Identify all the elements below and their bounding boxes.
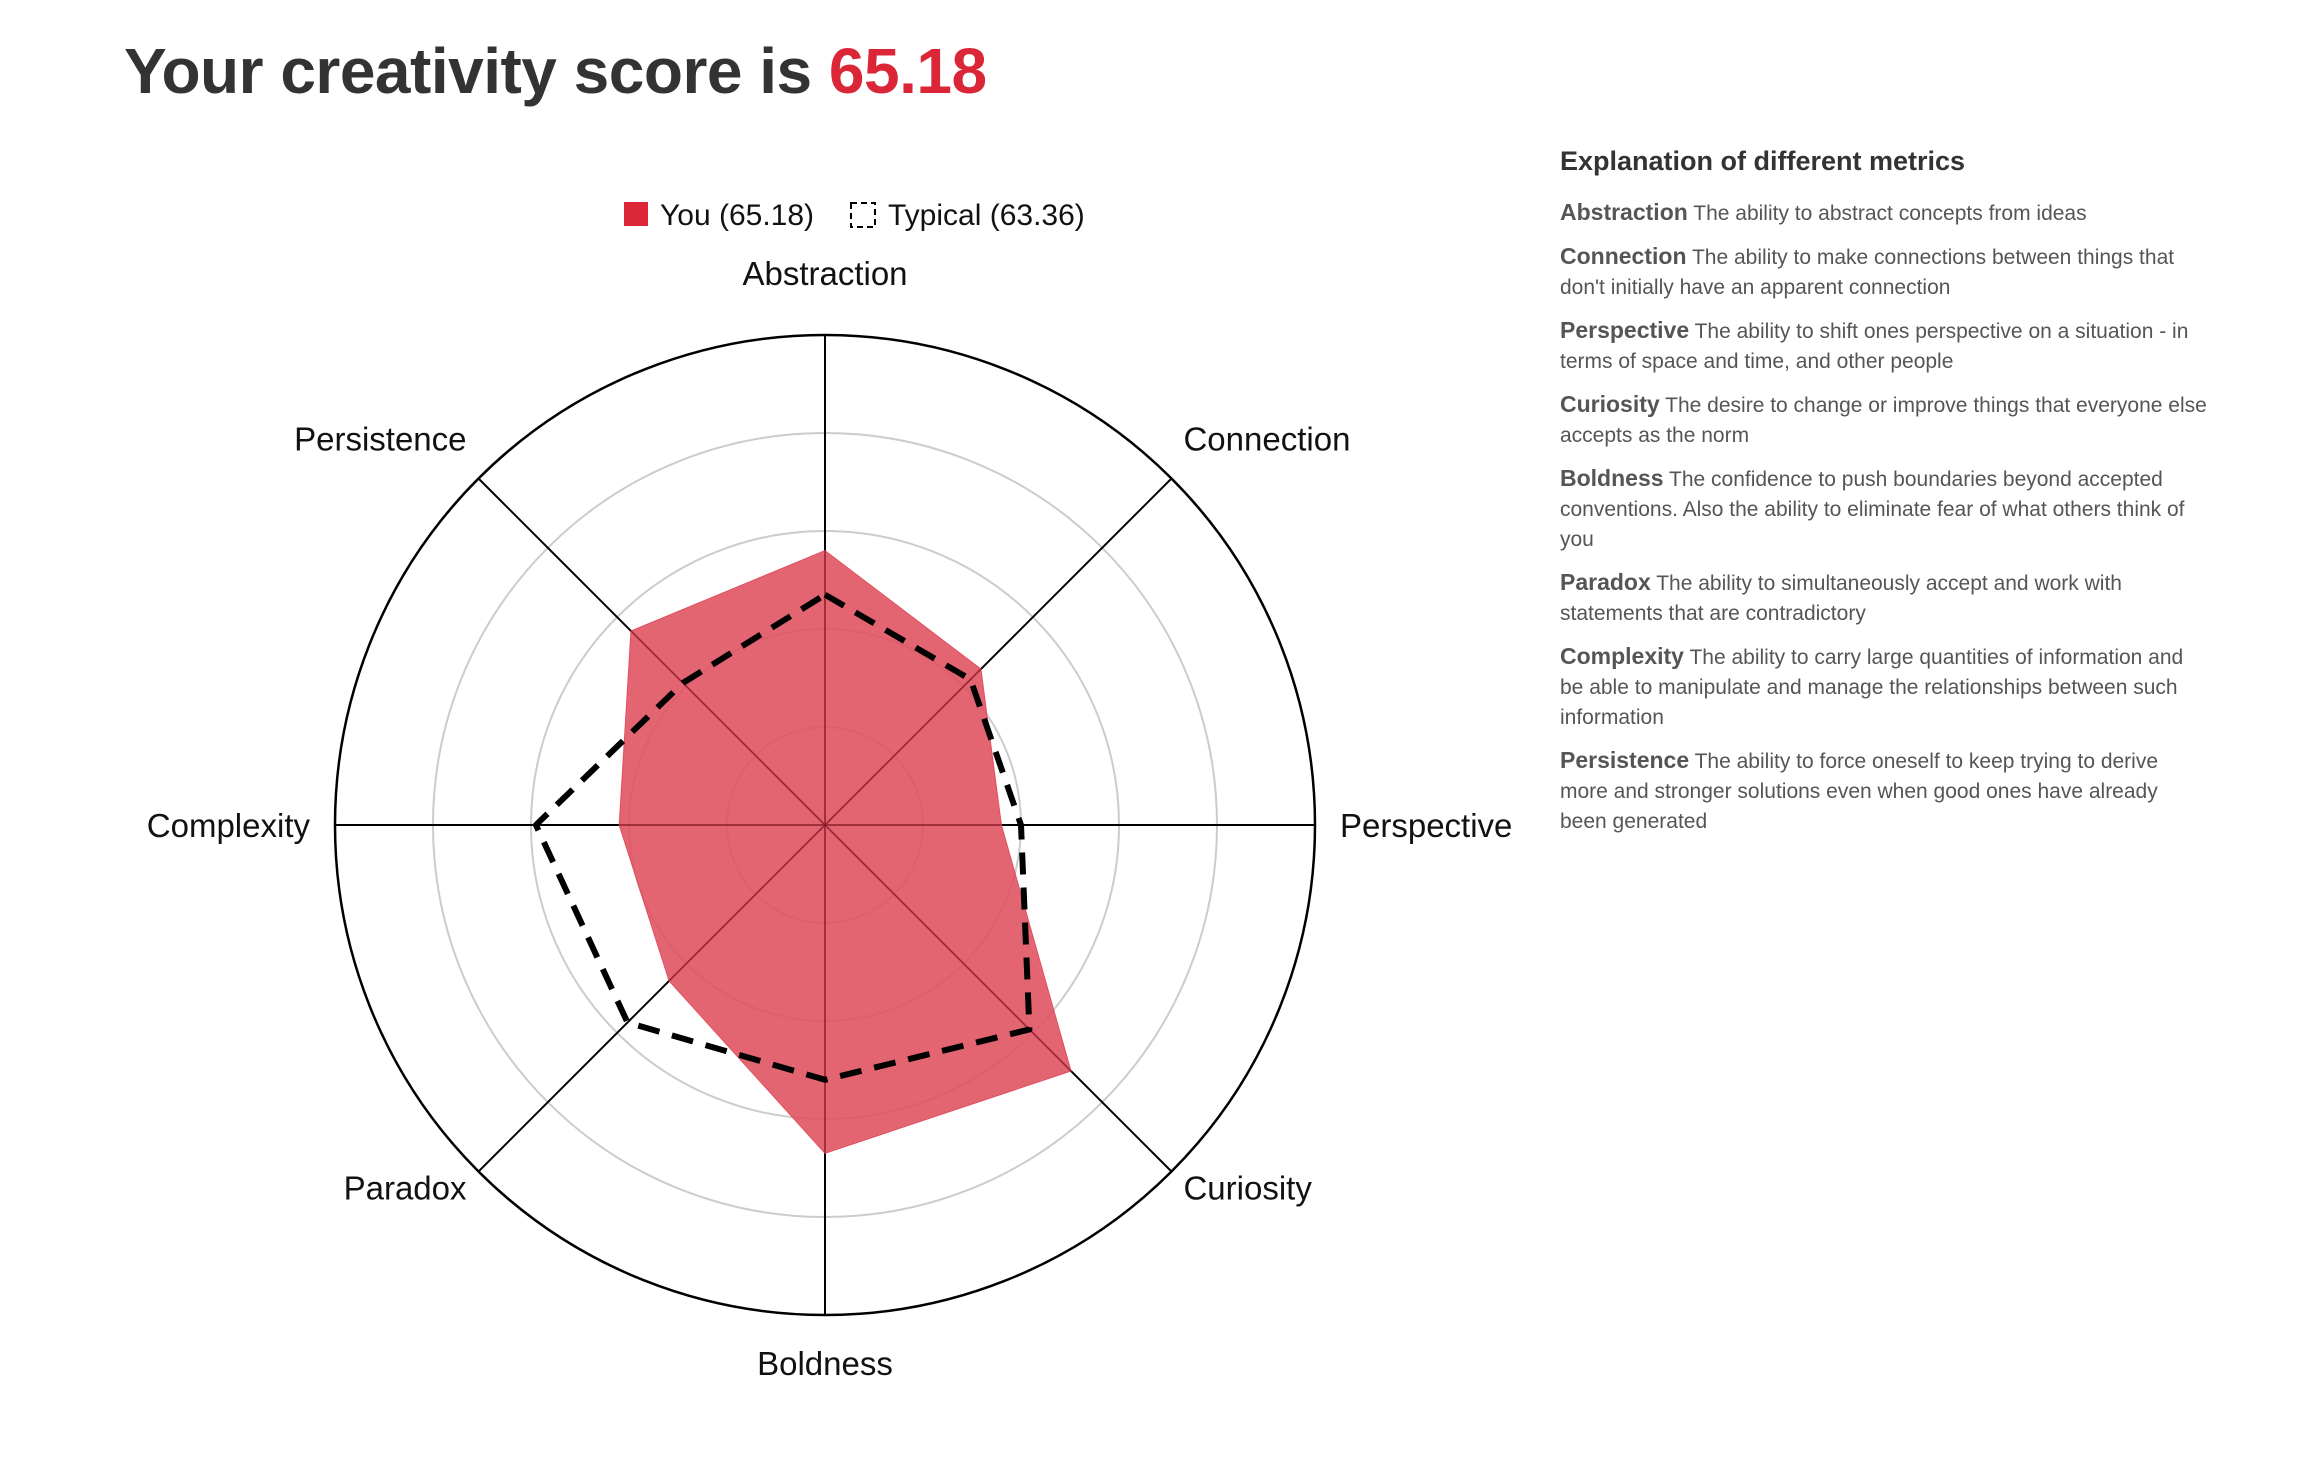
- spoke-overlay: [668, 824, 826, 982]
- metric-description: The ability to force oneself to keep try…: [1560, 750, 2159, 833]
- spoke-overlay: [824, 668, 982, 826]
- metric-name: Boldness: [1560, 465, 1664, 491]
- chart-legend: You (65.18) Typical (63.36): [624, 199, 1085, 232]
- axis-label-connection: Connection: [1183, 421, 1350, 458]
- axis-labels: Abstraction Connection Perspective Curiosit…: [147, 255, 1513, 1382]
- title-prefix: Your creativity score is: [124, 35, 829, 107]
- metric-description: The confidence to push boundaries beyond…: [1560, 468, 2185, 551]
- metric-description: The ability to make connections between …: [1560, 246, 2175, 299]
- page-title: Your creativity score is 65.18: [124, 34, 987, 108]
- axis-label-perspective: Perspective: [1340, 807, 1512, 844]
- metric-name: Curiosity: [1560, 391, 1660, 417]
- legend-item-you[interactable]: You (65.18): [624, 199, 814, 232]
- legend-label-typical: Typical (63.36): [888, 199, 1085, 232]
- metric-persistence: Persistence The ability to force oneself…: [1560, 745, 2210, 837]
- metric-name: Perspective: [1560, 317, 1690, 343]
- series-you-area: [618, 550, 1072, 1154]
- axis-label-boldness: Boldness: [757, 1345, 893, 1382]
- chart-series: [532, 550, 1072, 1154]
- axis-label-complexity: Complexity: [147, 807, 311, 844]
- axis-label-abstraction: Abstraction: [742, 255, 907, 292]
- series-typical-line: [532, 591, 1033, 1083]
- axis-label-paradox: Paradox: [344, 1169, 467, 1206]
- spoke-overlay: [630, 630, 826, 826]
- metric-name: Connection: [1560, 243, 1687, 269]
- metric-name: Paradox: [1560, 569, 1651, 595]
- axis-label-curiosity: Curiosity: [1183, 1169, 1312, 1206]
- metric-name: Abstraction: [1560, 199, 1688, 225]
- axis-label-persistence: Persistence: [294, 421, 466, 458]
- metric-perspective: Perspective The ability to shift ones pe…: [1560, 315, 2210, 377]
- metric-paradox: Paradox The ability to simultaneously ac…: [1560, 567, 2210, 629]
- metric-description: The ability to abstract concepts from id…: [1693, 202, 2087, 225]
- radar-chart: Abstraction Connection Perspective Curiosit…: [147, 199, 1513, 1382]
- metric-curiosity: Curiosity The desire to change or improv…: [1560, 389, 2210, 451]
- metric-list: Abstraction The ability to abstract conc…: [1560, 197, 2210, 837]
- legend-label-you: You (65.18): [660, 199, 814, 232]
- metric-boldness: Boldness The confidence to push boundari…: [1560, 463, 2210, 555]
- metric-complexity: Complexity The ability to carry large qu…: [1560, 641, 2210, 733]
- explanation-heading: Explanation of different metrics: [1560, 146, 1966, 176]
- metric-abstraction: Abstraction The ability to abstract conc…: [1560, 197, 2210, 229]
- metric-description: The ability to simultaneously accept and…: [1560, 572, 2122, 625]
- metric-name: Complexity: [1560, 643, 1684, 669]
- radar-chart-container: Abstraction Connection Perspective Curiosit…: [0, 170, 1530, 1400]
- metric-description: The desire to change or improve things t…: [1560, 394, 2207, 447]
- metric-description: The ability to carry large quantities of…: [1560, 646, 2184, 729]
- metric-connection: Connection The ability to make connectio…: [1560, 241, 2210, 303]
- creativity-score: 65.18: [828, 35, 987, 107]
- metrics-explanation: Explanation of different metrics Abstrac…: [1560, 146, 2210, 849]
- metric-description: The ability to shift ones perspective on…: [1560, 320, 2189, 373]
- metric-name: Persistence: [1560, 747, 1690, 773]
- legend-swatch-you: [624, 202, 648, 226]
- legend-item-typical[interactable]: Typical (63.36): [850, 199, 1085, 232]
- legend-swatch-typical: [850, 202, 876, 228]
